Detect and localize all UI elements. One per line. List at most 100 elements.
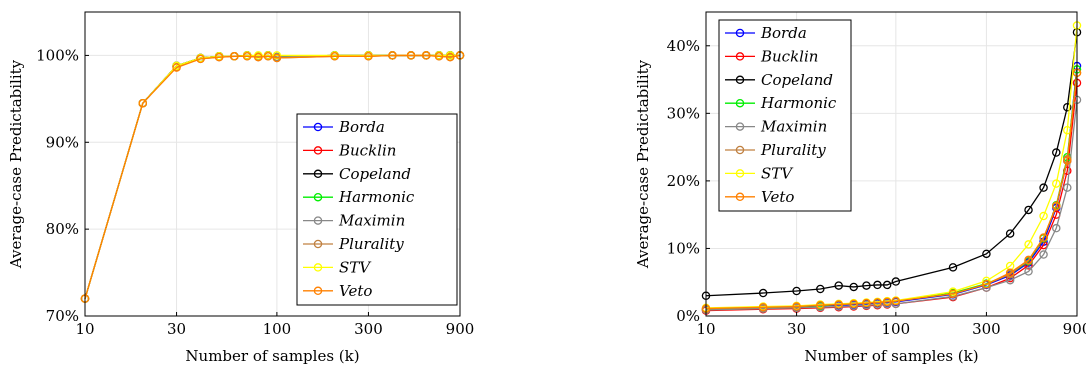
legend-entry-veto: Veto — [303, 282, 372, 300]
data-point — [882, 280, 892, 290]
data-point — [388, 51, 397, 60]
legend-marker — [313, 216, 323, 225]
data-point — [242, 52, 252, 61]
y-tick-label: 90% — [46, 133, 79, 151]
legend-label: Veto — [339, 282, 372, 300]
legend-label: Borda — [760, 24, 807, 42]
x-tick-label: 10 — [696, 320, 715, 338]
x-tick-label: 300 — [972, 320, 1001, 338]
data-point — [1052, 179, 1061, 188]
legend-entry-harmonic: Harmonic — [303, 188, 415, 206]
legend-marker — [735, 192, 745, 202]
legend-marker — [313, 239, 323, 249]
x-tick-label: 10 — [75, 320, 94, 338]
series-copeland — [701, 28, 1082, 300]
legend-label: Maximin — [338, 212, 405, 230]
data-point — [849, 299, 858, 309]
x-tick-label: 300 — [354, 320, 383, 338]
data-point — [891, 277, 901, 286]
data-point — [873, 280, 882, 290]
x-tick-label: 30 — [167, 320, 186, 338]
data-point — [172, 63, 181, 72]
data-point — [834, 300, 843, 309]
legend-marker — [735, 122, 745, 131]
data-point — [982, 249, 991, 259]
data-point — [862, 281, 871, 290]
legend: Borda Bucklin Copeland Harmonic Maximin Plura… — [718, 19, 852, 212]
legend-box — [296, 113, 458, 306]
legend-marker — [735, 145, 745, 155]
legend-entry-copeland: Copeland — [725, 71, 833, 89]
legend-label: Veto — [761, 188, 794, 206]
data-point — [230, 52, 239, 61]
x-axis-label: Number of samples (k) — [804, 347, 978, 365]
legend-label: Plurality — [760, 141, 826, 159]
data-point — [364, 52, 373, 61]
legend-label: Copeland — [761, 71, 833, 89]
x-axis-label: Number of samples (k) — [185, 347, 359, 365]
data-point — [263, 52, 273, 61]
data-point — [1063, 156, 1072, 165]
legend-marker — [735, 169, 745, 178]
data-point — [1005, 229, 1015, 238]
data-point — [1024, 240, 1033, 249]
series-veto — [80, 51, 465, 303]
x-tick-label: 100 — [263, 320, 292, 338]
legend-entry-stv: STV — [725, 164, 794, 182]
y-tick-label: 100% — [36, 46, 79, 64]
legend-marker — [313, 286, 323, 296]
y-tick-label: 80% — [46, 220, 79, 238]
x-tick-label: 900 — [446, 320, 475, 338]
data-point — [1005, 268, 1015, 278]
data-point — [1063, 103, 1072, 112]
y-tick-label: 40% — [667, 37, 700, 55]
legend-entry-veto: Veto — [725, 188, 794, 206]
legend-entry-bucklin: Bucklin — [725, 47, 818, 65]
data-point — [330, 52, 339, 61]
plot-frame — [84, 11, 461, 317]
legend-entry-stv: STV — [303, 258, 372, 276]
data-point — [882, 297, 892, 307]
legend-entry-plurality: Plurality — [303, 235, 404, 253]
legend-label: STV — [339, 258, 372, 276]
legend-label: Borda — [338, 118, 385, 136]
data-point — [445, 52, 455, 62]
y-axis-label: Average-case Predictability — [7, 59, 25, 269]
legend-entry-maximin: Maximin — [725, 118, 827, 136]
data-point — [982, 279, 991, 289]
legend-marker — [313, 192, 323, 202]
data-point — [1039, 211, 1048, 221]
data-point — [254, 52, 263, 62]
data-point — [1052, 201, 1061, 211]
legend-label: Harmonic — [760, 94, 837, 112]
data-point — [421, 51, 431, 60]
legend-marker — [735, 75, 745, 85]
legend-entry-plurality: Plurality — [725, 141, 826, 159]
legend-label: Maximin — [760, 118, 827, 136]
legend-entry-borda: Borda — [725, 24, 807, 42]
data-point — [873, 298, 882, 307]
data-point — [1039, 233, 1048, 242]
data-point — [792, 286, 801, 296]
legend-marker — [735, 28, 745, 38]
chart-1: 10 30 100 300 900 70% 80% 90% 100% Number of samp… — [7, 11, 475, 365]
x-tick-label: 100 — [882, 320, 911, 338]
data-point — [849, 282, 858, 292]
data-point — [792, 302, 801, 311]
data-point — [272, 51, 282, 60]
plot-frame — [705, 11, 1078, 317]
legend-label: Plurality — [338, 235, 404, 253]
data-point — [214, 52, 224, 62]
legend-label: Harmonic — [338, 188, 415, 206]
y-axis-label: Average-case Predictability — [634, 59, 652, 269]
legend-marker — [735, 98, 745, 108]
legend-marker — [313, 146, 323, 155]
legend-entry-copeland: Copeland — [303, 165, 411, 183]
data-point — [1052, 223, 1061, 233]
legend: Borda Bucklin Copeland Harmonic Maximin Plura… — [296, 113, 458, 306]
data-point — [1052, 148, 1061, 157]
data-point — [1039, 250, 1048, 259]
legend-marker — [735, 52, 745, 61]
legend-box — [718, 19, 852, 212]
x-tick-label: 900 — [1063, 320, 1086, 338]
